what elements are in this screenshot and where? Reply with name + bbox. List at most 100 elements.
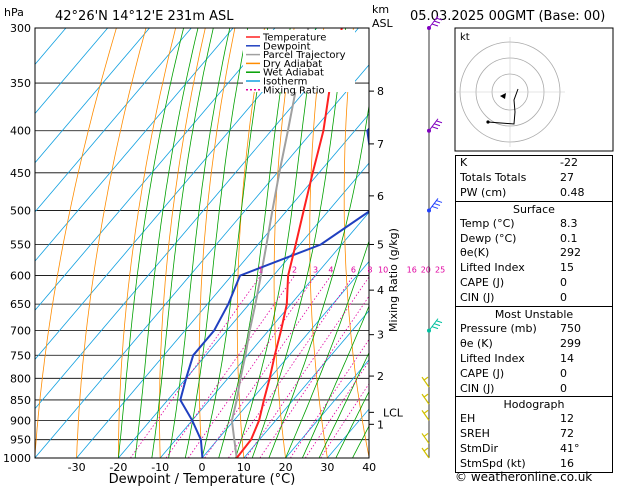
wind-barb xyxy=(421,409,430,421)
stats-value: 299 xyxy=(560,336,581,350)
km-tick-label: 3 xyxy=(377,329,384,342)
wet-adiabat-line xyxy=(268,102,369,458)
hpa-label: hPa xyxy=(4,6,24,19)
stats-value: 0 xyxy=(560,276,567,290)
wet-adiabat-line xyxy=(218,28,291,458)
wind-barb xyxy=(428,118,443,132)
km-tick-label: 8 xyxy=(377,85,384,98)
stats-value: 0.48 xyxy=(560,185,585,199)
stats-label: StmSpd (kt) xyxy=(460,457,526,471)
wet-adiabat-line xyxy=(251,28,346,458)
temperature-line xyxy=(235,28,343,458)
dry-adiabat-line xyxy=(620,28,629,458)
km-tick-label: 7 xyxy=(377,138,384,151)
stats-value: 0 xyxy=(560,381,567,395)
stats-row: θe(K) 292 xyxy=(456,246,612,261)
wet-adiabat-line xyxy=(335,390,369,458)
plot-frame xyxy=(34,27,370,459)
dry-adiabat-line xyxy=(309,28,328,458)
stats-value: 8.3 xyxy=(560,216,578,230)
stats-value: 750 xyxy=(560,322,581,336)
wet-adiabat-line xyxy=(201,28,269,458)
wet-adiabat-line xyxy=(118,28,184,458)
lcl-label: LCL xyxy=(383,406,404,419)
pressure-tick-label: 400 xyxy=(10,125,31,138)
pressure-tick-label: 950 xyxy=(10,434,31,447)
dry-adiabat-line xyxy=(273,28,295,458)
dry-adiabat-line xyxy=(410,28,453,458)
parcel-trajectory-line xyxy=(230,28,310,458)
stats-label: Pressure (mb) xyxy=(460,322,537,336)
stats-row: EH 12 xyxy=(456,412,612,427)
pressure-tick-label: 350 xyxy=(10,77,31,90)
isotherm-line xyxy=(35,28,234,262)
datetime-title: 05.03.2025 00GMT (Base: 00) xyxy=(410,9,605,24)
wet-adiabat-line xyxy=(318,351,369,458)
temperature-tick-label: 20 xyxy=(279,461,293,474)
mixing-ratio-label: 25 xyxy=(435,266,445,275)
km-label: km xyxy=(372,3,389,16)
mixing-ratio-label: 3 xyxy=(313,266,318,275)
stats-label: θe(K) xyxy=(460,246,490,260)
stats-row: θe (K) 299 xyxy=(456,337,612,352)
dry-adiabat-line xyxy=(35,28,117,458)
dry-adiabat-line xyxy=(198,28,236,458)
y2-axis-label: Mixing Ratio (g/kg) xyxy=(387,228,400,332)
wet-adiabat-line xyxy=(184,28,249,458)
stats-label: Dewp (°C) xyxy=(460,231,517,245)
pressure-tick-label: 550 xyxy=(10,238,31,251)
stats-value: 0 xyxy=(560,366,567,380)
stats-section-title: Surface xyxy=(456,200,612,217)
wind-barbs xyxy=(421,15,443,459)
stats-label: CIN (J) xyxy=(460,381,495,395)
stats-row: K -22 xyxy=(456,156,612,171)
dry-adiabat-line xyxy=(343,28,369,458)
legend-box xyxy=(243,30,355,92)
credit-text: © weatheronline.co.uk xyxy=(455,470,593,484)
stats-label: StmDir xyxy=(460,442,499,456)
km-tick-label: 5 xyxy=(377,238,384,251)
wet-adiabat-line xyxy=(301,304,369,458)
isotherm-line xyxy=(35,28,150,164)
mixing-ratio-label: 4 xyxy=(328,266,333,275)
stats-label: Lifted Index xyxy=(460,351,525,365)
hodograph-point xyxy=(486,120,490,124)
stats-table: K -22 Totals Totals 27 PW (cm) 0.48 Surface Tem… xyxy=(455,155,613,474)
isotherm-line xyxy=(76,113,369,458)
wet-adiabat-line xyxy=(235,28,317,458)
isotherm-line xyxy=(285,359,369,458)
temperature-tick-label: -20 xyxy=(109,461,127,474)
isotherm-line xyxy=(243,310,369,458)
stats-row: StmSpd (kt) 16 xyxy=(456,457,612,472)
isotherm-line xyxy=(35,28,359,410)
mixing-ratio-line xyxy=(187,275,316,458)
stats-section-title: Hodograph xyxy=(456,396,612,412)
hodograph-unit: kt xyxy=(460,32,470,43)
storm-motion-arrow xyxy=(500,93,506,99)
stats-row: StmDir 41° xyxy=(456,442,612,457)
dry-adiabat-line xyxy=(236,28,265,458)
legend-label: Temperature xyxy=(262,33,326,44)
stats-row: CIN (J) 0 xyxy=(456,291,612,306)
mixing-ratio-line xyxy=(204,275,332,458)
hodograph-trace xyxy=(487,88,519,125)
pressure-tick-label: 1000 xyxy=(3,452,31,465)
temperature-tick-label: -10 xyxy=(151,461,169,474)
mixing-ratio-label: 10 xyxy=(378,266,388,275)
stats-row: Lifted Index 14 xyxy=(456,352,612,367)
isotherm-line xyxy=(35,64,369,458)
stats-value: 0.1 xyxy=(560,231,578,245)
km-tick-label: 2 xyxy=(377,370,384,383)
legend-label: Mixing Ratio xyxy=(263,85,325,96)
wind-barb xyxy=(421,447,430,459)
dry-adiabat-line xyxy=(76,28,147,458)
stats-row: Lifted Index 15 xyxy=(456,261,612,276)
stats-label: Temp (°C) xyxy=(460,216,515,230)
stats-label: θe (K) xyxy=(460,336,493,350)
wind-barb xyxy=(421,432,430,444)
stats-row: CAPE (J) 0 xyxy=(456,276,612,291)
wind-barb xyxy=(428,15,443,29)
mixing-ratio-label: 16 xyxy=(407,266,417,275)
temperature-tick-label: 40 xyxy=(362,461,376,474)
